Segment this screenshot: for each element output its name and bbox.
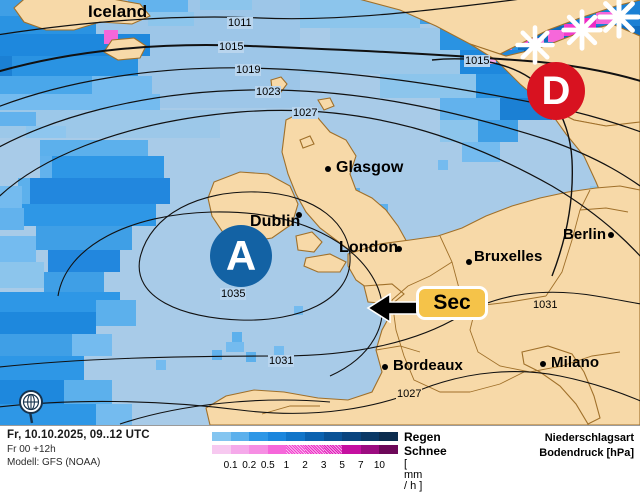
legend-tick: 10: [373, 460, 385, 471]
city-label-dublin: Dublin: [250, 213, 301, 230]
isobar-label: 1015: [218, 41, 245, 53]
snowflake-icon: [560, 8, 604, 56]
legend-tick: 3: [320, 460, 327, 471]
legend-tick: 1: [283, 460, 290, 471]
rain-swatch: [323, 432, 343, 441]
legend-label-rain: Regen: [404, 430, 441, 444]
legend-tick: 5: [339, 460, 345, 471]
high-pressure-marker-a[interactable]: A: [210, 225, 272, 287]
timestamp-label: Fr, 10.10.2025, 09..12 UTC: [7, 429, 150, 441]
rain-swatch: [304, 432, 324, 441]
snowflake-glyph: [597, 0, 640, 39]
snow-swatch-dithered: [286, 445, 305, 454]
isobar-label: 1015: [464, 55, 491, 67]
legend-title-surface-pressure: Bodendruck [hPa]: [539, 446, 634, 459]
city-label-bordeaux: Bordeaux: [393, 357, 463, 374]
isobar-label: 1027: [292, 107, 319, 119]
isobar-label: 1031: [532, 299, 559, 311]
weather-map[interactable]: Iceland Glasgow Dublin London Bruxelles …: [0, 0, 640, 425]
footer-bar: Fr, 10.10.2025, 09..12 UTC Fr 00 +12h Mo…: [0, 425, 640, 492]
isobar-label: 1019: [235, 64, 262, 76]
rain-colorbar: [212, 432, 398, 441]
rain-swatch: [379, 432, 398, 441]
rain-swatch: [267, 432, 287, 441]
city-dot-london: [396, 246, 402, 252]
legend-tick: 0.1: [223, 460, 238, 471]
globe-pin-glyph: [19, 390, 43, 424]
region-label-iceland: Iceland: [88, 2, 148, 21]
snow-swatch: [360, 445, 380, 454]
legend-tick: 0.2: [242, 460, 257, 471]
isobar-lines: [0, 0, 640, 425]
legend-tick: 7: [358, 460, 364, 471]
isobar-label: 1031: [268, 355, 295, 367]
footer-right-block: Niederschlagsart Bodendruck [hPa]: [539, 431, 634, 461]
city-dot-glasgow: [325, 166, 331, 172]
snowflake-glyph: [515, 25, 555, 65]
legend-label-snow: Schnee: [404, 444, 447, 458]
city-dot-bordeaux: [382, 364, 388, 370]
snowflake-icon: [596, 0, 640, 44]
rain-swatch: [286, 432, 305, 441]
snow-swatch: [212, 445, 231, 454]
snow-swatch: [342, 445, 361, 454]
city-label-berlin: Berlin: [563, 226, 607, 243]
legend: 0.1 0.2 0.5 1 2 3 5 7 10 Regen Schnee [ …: [212, 431, 447, 492]
legend-tick: 2: [302, 460, 308, 471]
city-label-bruxelles: Bruxelles: [474, 248, 543, 265]
rain-swatch: [249, 432, 268, 441]
isobar-label: 1035: [220, 288, 247, 300]
snowflake-icon: [514, 24, 556, 70]
snow-colorbar: [212, 445, 398, 454]
snow-swatch: [230, 445, 250, 454]
rain-swatch: [212, 432, 231, 441]
snow-swatch: [379, 445, 398, 454]
legend-title-precip-type: Niederschlagsart: [544, 432, 634, 444]
snowflake-glyph: [561, 9, 603, 51]
globe-pin-icon[interactable]: [18, 390, 44, 425]
legend-label-unit: [ mm / h ]: [404, 458, 423, 492]
isobar-label: 1011: [227, 17, 253, 29]
rain-swatch: [230, 432, 250, 441]
low-pressure-marker-d[interactable]: D: [527, 62, 585, 120]
legend-tick: 0.5: [260, 460, 275, 471]
model-name-label: Modell: GFS (NOAA): [7, 457, 101, 468]
rain-swatch: [342, 432, 361, 441]
sec-label-box[interactable]: Sec: [416, 286, 488, 320]
snow-swatch: [249, 445, 268, 454]
city-dot-milano: [540, 361, 546, 367]
footer-left-block: Fr, 10.10.2025, 09..12 UTC Fr 00 +12h Mo…: [7, 429, 150, 468]
city-label-glasgow: Glasgow: [336, 159, 404, 176]
city-dot-berlin: [608, 232, 614, 238]
snow-swatch-dithered: [304, 445, 324, 454]
city-dot-bruxelles: [466, 259, 472, 265]
rain-swatch: [360, 432, 380, 441]
legend-ticks: 0.1 0.2 0.5 1 2 3 5 7 10: [212, 460, 398, 472]
model-run-label: Fr 00 +12h: [7, 444, 56, 455]
snow-swatch-dithered: [323, 445, 343, 454]
city-label-milano: Milano: [551, 354, 600, 371]
isobar-label: 1023: [255, 86, 282, 98]
snow-swatch: [267, 445, 287, 454]
city-label-london: London: [339, 239, 399, 256]
city-dot-dublin: [296, 212, 302, 218]
isobar-label: 1027: [396, 388, 423, 400]
